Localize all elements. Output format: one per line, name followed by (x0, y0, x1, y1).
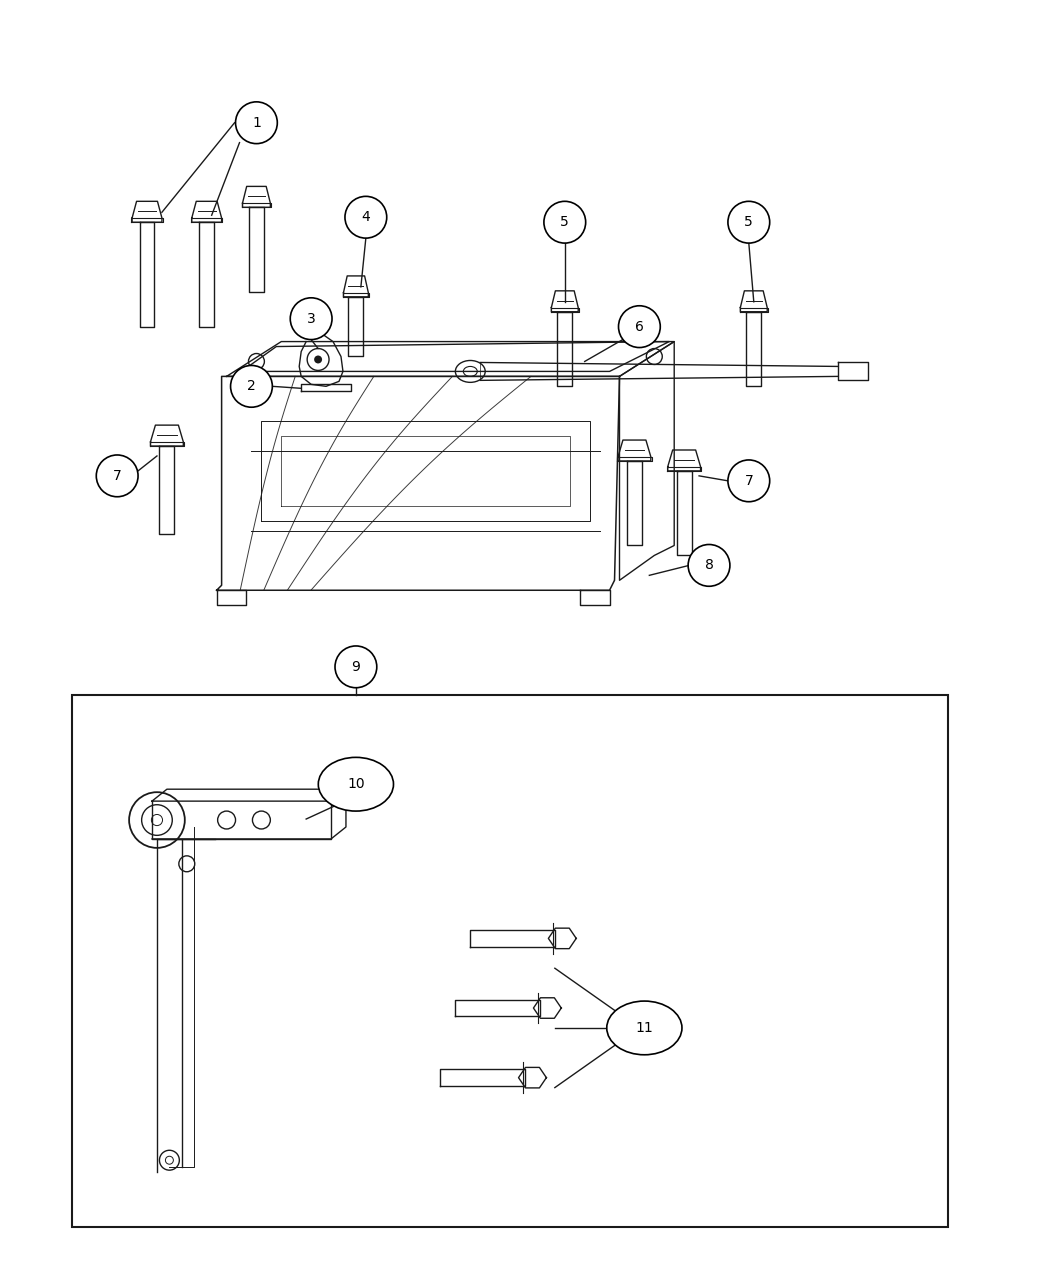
Bar (72, 695, 948, 1227)
Text: 8: 8 (705, 558, 713, 572)
Circle shape (688, 544, 730, 586)
Circle shape (544, 201, 586, 244)
Text: 1: 1 (252, 116, 260, 130)
Text: 10: 10 (348, 778, 364, 792)
Circle shape (290, 298, 332, 339)
Text: 2: 2 (247, 380, 256, 393)
Text: 7: 7 (112, 469, 122, 483)
Text: 11: 11 (635, 1021, 653, 1035)
Ellipse shape (318, 757, 394, 811)
Circle shape (618, 306, 660, 348)
Text: 6: 6 (635, 320, 644, 334)
Text: 3: 3 (307, 311, 315, 325)
Circle shape (97, 455, 138, 497)
Ellipse shape (607, 1001, 681, 1054)
Circle shape (231, 366, 272, 407)
Circle shape (314, 356, 322, 363)
Circle shape (235, 102, 277, 144)
Text: 4: 4 (361, 210, 371, 224)
Circle shape (345, 196, 386, 238)
Text: 5: 5 (561, 215, 569, 230)
Text: 7: 7 (744, 474, 753, 488)
Circle shape (728, 201, 770, 244)
Text: 5: 5 (744, 215, 753, 230)
Circle shape (728, 460, 770, 502)
Circle shape (335, 646, 377, 687)
Text: 9: 9 (352, 660, 360, 674)
